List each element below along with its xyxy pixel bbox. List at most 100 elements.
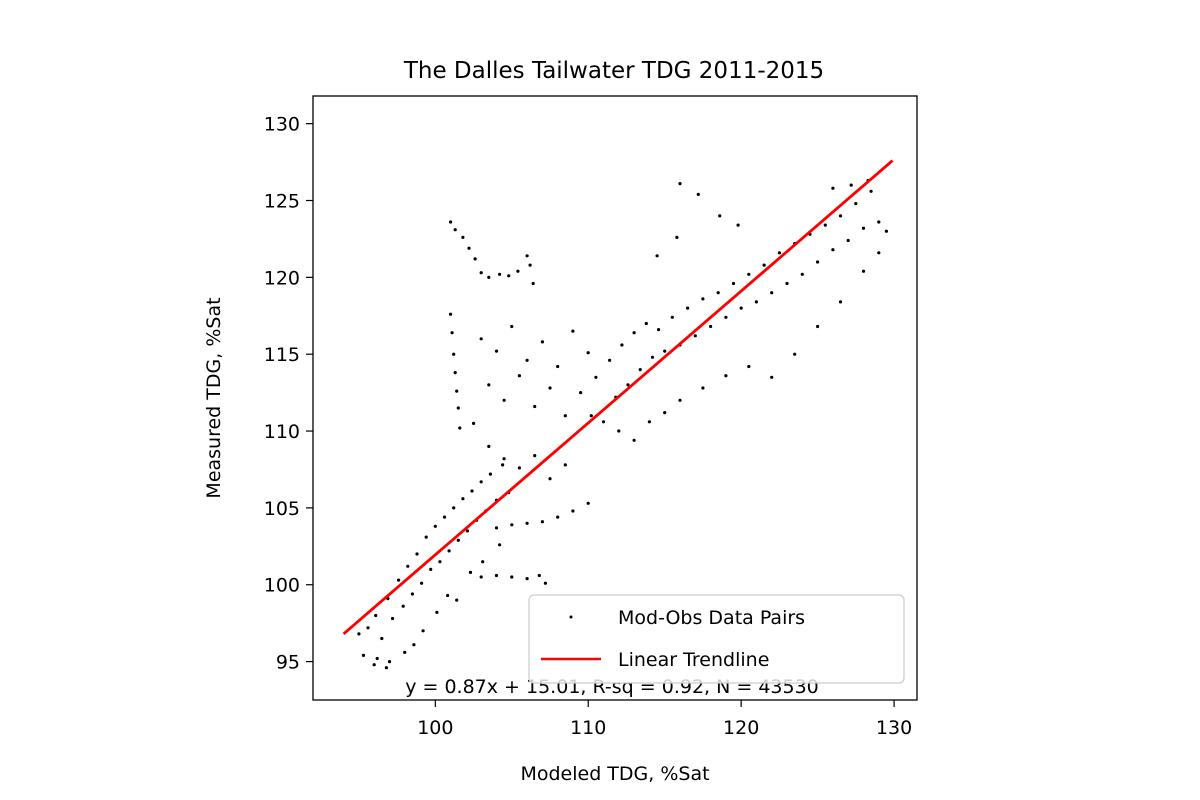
data-point <box>701 297 705 301</box>
data-point <box>516 269 520 273</box>
data-point <box>747 364 751 369</box>
data-point <box>412 643 416 647</box>
data-point <box>663 349 667 353</box>
data-point <box>510 324 514 329</box>
data-point <box>823 223 827 227</box>
legend-marker-points <box>569 615 573 619</box>
data-point <box>675 235 679 239</box>
data-point <box>387 660 392 664</box>
legend-box <box>528 594 905 684</box>
data-point <box>435 610 439 615</box>
data-point <box>620 343 624 347</box>
data-point <box>446 593 450 598</box>
data-point <box>525 521 529 525</box>
data-point <box>724 374 728 378</box>
data-point <box>533 404 537 409</box>
data-point <box>375 656 379 661</box>
y-tick-label: 120 <box>264 267 300 289</box>
data-point <box>533 454 537 458</box>
data-point <box>548 477 552 481</box>
x-tick-label: 110 <box>570 717 606 739</box>
data-point <box>470 489 474 493</box>
y-tick-label: 130 <box>264 114 300 136</box>
data-point <box>467 246 471 250</box>
data-point <box>770 375 774 379</box>
data-point <box>709 324 713 329</box>
data-point <box>528 263 532 267</box>
data-point <box>678 182 682 186</box>
data-point <box>739 306 743 310</box>
data-point <box>747 272 751 276</box>
data-point <box>458 426 462 430</box>
data-point <box>861 226 866 230</box>
chart-title: The Dalles Tailwater TDG 2011-2015 <box>403 58 824 84</box>
data-point <box>617 429 621 433</box>
data-point <box>449 312 453 316</box>
data-point <box>415 552 419 556</box>
data-point <box>487 444 491 448</box>
data-point <box>424 535 428 539</box>
data-point <box>494 573 499 578</box>
data-point <box>571 329 575 333</box>
data-point <box>589 414 593 418</box>
x-tick-label: 120 <box>723 717 759 739</box>
data-point <box>816 324 820 329</box>
data-point <box>854 202 858 206</box>
data-point <box>800 272 804 276</box>
data-point <box>846 238 850 243</box>
data-point <box>498 543 502 547</box>
data-point <box>447 549 451 553</box>
data-point <box>479 480 483 484</box>
data-point <box>540 520 545 524</box>
data-point <box>453 228 457 232</box>
data-point <box>456 538 460 542</box>
data-point <box>487 383 491 387</box>
data-point <box>374 613 378 618</box>
data-point <box>831 186 835 190</box>
data-point <box>678 398 682 402</box>
data-point <box>510 523 514 527</box>
data-point <box>479 337 483 341</box>
axis-ticks: 100 110 120 130 95 100 105 110 115 120 125 130 <box>264 114 912 739</box>
legend-label-line: Linear Trendline <box>618 649 769 671</box>
data-point <box>586 351 590 355</box>
data-point <box>397 578 401 582</box>
data-point <box>556 515 560 519</box>
data-point <box>638 368 642 372</box>
data-point <box>357 632 361 636</box>
data-point <box>785 281 789 286</box>
data-point <box>450 331 454 335</box>
data-point <box>401 604 405 608</box>
data-point <box>571 509 575 513</box>
y-tick-label: 125 <box>264 191 300 213</box>
data-point <box>877 220 881 224</box>
data-point <box>861 269 866 273</box>
data-point <box>762 263 766 267</box>
data-point <box>594 375 598 379</box>
data-point <box>361 653 366 658</box>
data-point <box>716 291 720 295</box>
data-point <box>838 300 843 304</box>
data-point <box>686 306 690 310</box>
data-point <box>701 386 705 390</box>
data-point <box>452 352 456 356</box>
data-point <box>502 398 506 402</box>
data-point <box>517 374 522 378</box>
data-point <box>608 358 612 362</box>
data-point <box>663 411 667 415</box>
data-point <box>472 421 476 425</box>
data-point <box>525 577 529 581</box>
data-point <box>650 355 655 359</box>
data-point <box>366 626 370 630</box>
data-point <box>517 466 522 470</box>
data-point <box>479 271 483 275</box>
data-point <box>479 575 483 579</box>
data-point <box>884 229 889 233</box>
data-point <box>724 315 728 319</box>
data-point <box>601 420 606 424</box>
data-point <box>644 321 648 326</box>
data-point <box>488 472 492 476</box>
data-point <box>510 575 514 579</box>
data-point <box>543 581 548 585</box>
data-point <box>421 629 425 633</box>
